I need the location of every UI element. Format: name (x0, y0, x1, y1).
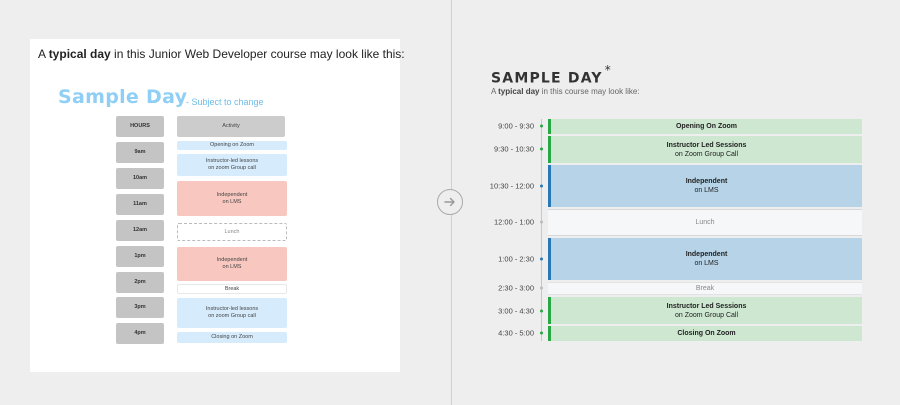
time-label: 4:30 - 5:00 (498, 328, 534, 338)
old-activity-cell: Lunch (177, 223, 287, 241)
time-label: 2:30 - 3:00 (498, 283, 534, 293)
old-activity-cell: Break (177, 284, 287, 294)
schedule-block-break: Break (548, 282, 862, 295)
block-title: Opening On Zoom (675, 123, 738, 130)
old-activity-cell: Independent on LMS (177, 247, 287, 281)
block-title: Break (695, 285, 715, 292)
schedule-block-closing: Closing On Zoom (548, 326, 862, 341)
old-activity-cell: Opening on Zoom (177, 141, 287, 150)
old-hour-cell: 4pm (116, 323, 164, 344)
old-hour-cell: 11am (116, 194, 164, 215)
block-title: Lunch (695, 219, 715, 226)
timeline-dot (540, 124, 543, 128)
old-activity-cell: Instructor-led lessons on zoom Group call (177, 154, 287, 176)
block-title: Instructor Led Sessions (666, 302, 747, 310)
old-subtitle: - Subject to change (186, 97, 264, 107)
schedule-block-independent: Independent on LMS (548, 238, 862, 280)
block-subtitle: on Zoom Group Call (674, 311, 739, 319)
old-sample-day-card: A typical day in this Junior Web Develop… (30, 39, 405, 372)
timeline-dot (540, 257, 543, 261)
schedule-block-instructor-led: Instructor Led Sessions on Zoom Group Ca… (548, 297, 862, 324)
block-subtitle: on LMS (694, 187, 719, 194)
timeline-dot (540, 184, 543, 188)
block-title: Closing On Zoom (677, 330, 736, 337)
old-hour-cell: 10am (116, 168, 164, 189)
block-subtitle: on LMS (694, 260, 719, 267)
schedule-block-instructor-led: Instructor Led Sessions on Zoom Group Ca… (548, 136, 862, 163)
timeline-dot (540, 331, 543, 335)
time-label: 12:00 - 1:00 (493, 217, 534, 227)
timeline-dot (540, 286, 543, 290)
timeline-dot (540, 220, 543, 224)
timeline-dot (540, 147, 543, 151)
block-subtitle: on Zoom Group Call (674, 150, 739, 158)
block-title: Independent (685, 178, 728, 185)
arrow-right-icon (444, 197, 455, 207)
old-hour-cell: 2pm (116, 272, 164, 293)
schedule-block-independent: Independent on LMS (548, 165, 862, 207)
old-hour-cell: 12am (116, 220, 164, 241)
old-activity-cell: Independent on LMS (177, 181, 287, 216)
arrow-right-circle-icon (437, 189, 463, 215)
old-hour-cell: 1pm (116, 246, 164, 267)
old-activity-header: Activity (177, 116, 285, 137)
time-label: 3:00 - 4:30 (498, 306, 534, 316)
schedule-block-opening: Opening On Zoom (548, 119, 862, 134)
old-intro-text: A typical day in this Junior Web Develop… (38, 47, 405, 61)
timeline-dot (540, 309, 543, 313)
timeline-line (541, 119, 542, 341)
old-hour-cell: 3pm (116, 297, 164, 318)
old-title: Sample Day (58, 86, 188, 108)
old-hour-cell: 9am (116, 142, 164, 163)
old-hours-header: HOURS (116, 116, 164, 137)
time-label: 10:30 - 12:00 (489, 181, 534, 191)
old-activity-cell: Instructor-led lessons on zoom Group call (177, 298, 287, 328)
time-label: 9:00 - 9:30 (498, 121, 534, 131)
block-title: Instructor Led Sessions (666, 141, 747, 149)
schedule-block-lunch: Lunch (548, 209, 862, 236)
new-subtitle: A typical day in this course may look li… (491, 87, 640, 96)
title-asterisk: * (604, 63, 612, 77)
block-title: Independent (685, 251, 728, 258)
time-label: 1:00 - 2:30 (498, 254, 534, 264)
old-activity-cell: Closing on Zoom (177, 332, 287, 343)
time-label: 9:30 - 10:30 (493, 144, 534, 154)
new-title: SAMPLE DAY* (491, 63, 612, 87)
